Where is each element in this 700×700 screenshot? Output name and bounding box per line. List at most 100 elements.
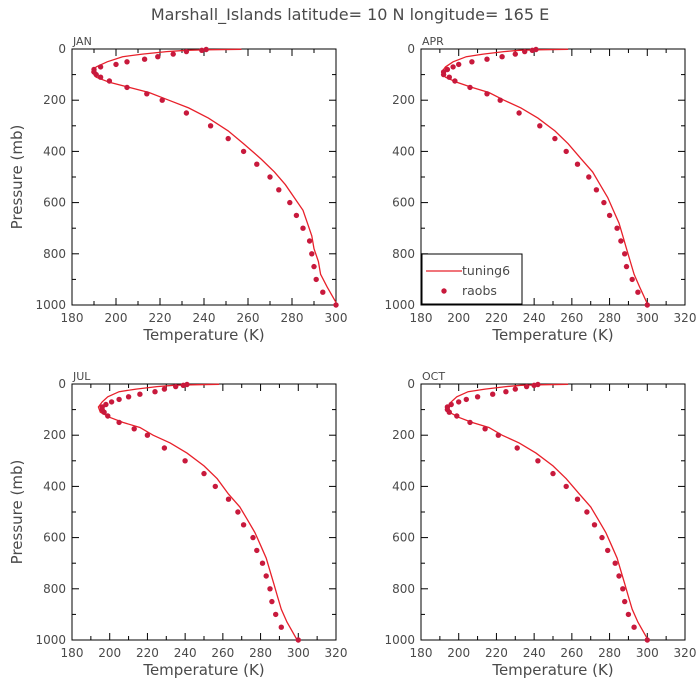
y-tick-label: 200 bbox=[43, 93, 66, 107]
data-point-raobs bbox=[616, 573, 622, 579]
panel-apr: 180 200 220 240 260 280 300 320 0 200 400 600 800 100… bbox=[384, 35, 696, 344]
data-point-raobs bbox=[276, 187, 282, 193]
legend-label-tuning6: tuning6 bbox=[462, 263, 510, 278]
x-axis-label: Temperature (K) bbox=[142, 661, 264, 679]
x-tick-label: 240 bbox=[174, 646, 197, 660]
x-tick-label: 200 bbox=[98, 646, 121, 660]
data-point-raobs bbox=[207, 123, 214, 129]
x-axis-label: Temperature (K) bbox=[491, 326, 613, 344]
data-point-raobs bbox=[563, 483, 569, 490]
data-point-raobs bbox=[267, 174, 273, 180]
y-tick-label: 600 bbox=[392, 531, 415, 545]
data-point-raobs bbox=[484, 91, 490, 97]
data-point-raobs bbox=[454, 413, 460, 419]
x-tick-label: 300 bbox=[325, 311, 348, 325]
y-tick-label: 400 bbox=[392, 479, 415, 493]
data-point-raobs bbox=[106, 78, 113, 84]
data-point-raobs bbox=[631, 624, 637, 630]
x-tick-label: 320 bbox=[674, 311, 697, 325]
data-point-raobs bbox=[101, 409, 107, 415]
x-tick-label: 240 bbox=[523, 311, 546, 325]
y-tick-label: 400 bbox=[43, 144, 66, 158]
x-tick-label: 180 bbox=[410, 646, 433, 660]
data-point-raobs bbox=[97, 64, 104, 70]
data-point-raobs bbox=[503, 389, 509, 395]
panel-oct: 180 200 220 240 260 280 300 320 0 200 400 600 800 100… bbox=[384, 370, 696, 679]
data-point-raobs bbox=[287, 199, 293, 206]
data-point-raobs bbox=[212, 483, 218, 490]
x-tick-label: 200 bbox=[105, 311, 128, 325]
data-point-raobs bbox=[97, 74, 104, 80]
data-point-raobs bbox=[622, 251, 628, 257]
data-point-raobs bbox=[474, 394, 481, 400]
data-point-raobs bbox=[259, 560, 266, 566]
data-point-raobs bbox=[535, 458, 541, 464]
data-point-raobs bbox=[452, 78, 458, 84]
x-axis-label: Temperature (K) bbox=[491, 661, 613, 679]
data-point-raobs bbox=[254, 161, 260, 167]
data-point-raobs bbox=[267, 586, 273, 592]
data-point-raobs bbox=[201, 470, 207, 477]
plot-frame bbox=[71, 48, 337, 306]
data-point-raobs bbox=[593, 187, 600, 193]
data-point-raobs bbox=[155, 54, 161, 60]
x-tick-label: 280 bbox=[598, 646, 621, 660]
data-point-raobs bbox=[467, 84, 473, 91]
data-point-raobs bbox=[514, 445, 520, 451]
data-point-raobs bbox=[293, 212, 300, 219]
x-tick-label: 220 bbox=[485, 311, 508, 325]
figure-title: Marshall_Islands latitude= 10 N longitud… bbox=[151, 5, 549, 25]
data-point-raobs bbox=[584, 509, 590, 515]
data-point-raobs bbox=[612, 560, 618, 566]
y-tick-label: 600 bbox=[43, 196, 66, 210]
y-tick-label: 400 bbox=[392, 144, 415, 158]
data-point-raobs bbox=[550, 470, 556, 477]
data-point-raobs bbox=[300, 225, 306, 231]
data-point-raobs bbox=[161, 386, 168, 392]
data-point-raobs bbox=[644, 637, 650, 643]
data-point-raobs bbox=[269, 598, 275, 605]
data-point-raobs bbox=[182, 458, 188, 464]
data-point-raobs bbox=[125, 394, 132, 400]
x-tick-label: 300 bbox=[287, 646, 310, 660]
data-point-raobs bbox=[523, 383, 530, 390]
y-tick-label: 1000 bbox=[35, 633, 66, 647]
x-tick-label: 240 bbox=[193, 311, 216, 325]
data-point-raobs bbox=[240, 148, 247, 155]
legend-label-raobs: raobs bbox=[462, 283, 497, 298]
data-point-raobs bbox=[495, 432, 501, 438]
x-tick-label: 180 bbox=[61, 646, 84, 660]
y-tick-label: 800 bbox=[392, 247, 415, 261]
data-point-raobs bbox=[240, 522, 247, 528]
data-point-raobs bbox=[144, 432, 151, 438]
x-tick-label: 260 bbox=[237, 311, 260, 325]
data-point-raobs bbox=[199, 47, 205, 53]
data-point-raobs bbox=[450, 64, 456, 70]
data-point-raobs bbox=[263, 573, 269, 579]
y-tick-label: 200 bbox=[392, 428, 415, 442]
x-tick-label: 260 bbox=[211, 646, 234, 660]
data-point-raobs bbox=[250, 534, 256, 541]
data-point-raobs bbox=[113, 61, 119, 68]
data-point-raobs bbox=[456, 399, 462, 405]
data-point-raobs bbox=[614, 225, 620, 231]
x-tick-label: 220 bbox=[149, 311, 172, 325]
x-tick-label: 320 bbox=[325, 646, 348, 660]
data-point-raobs bbox=[490, 391, 496, 397]
y-tick-label: 400 bbox=[43, 479, 66, 493]
panel-month-label: JAN bbox=[72, 35, 92, 48]
data-point-raobs bbox=[531, 382, 537, 388]
y-tick-label: 200 bbox=[43, 428, 66, 442]
y-tick-label: 0 bbox=[58, 42, 66, 56]
y-tick-label: 800 bbox=[43, 247, 66, 261]
y-tick-label: 200 bbox=[392, 93, 415, 107]
y-tick-label: 800 bbox=[392, 582, 415, 596]
y-tick-label: 800 bbox=[43, 582, 66, 596]
data-point-raobs bbox=[635, 289, 641, 295]
data-point-raobs bbox=[306, 238, 313, 244]
x-tick-label: 220 bbox=[485, 646, 508, 660]
data-point-raobs bbox=[440, 71, 447, 78]
panel-month-label: JUL bbox=[72, 370, 91, 383]
data-point-raobs bbox=[552, 135, 558, 142]
